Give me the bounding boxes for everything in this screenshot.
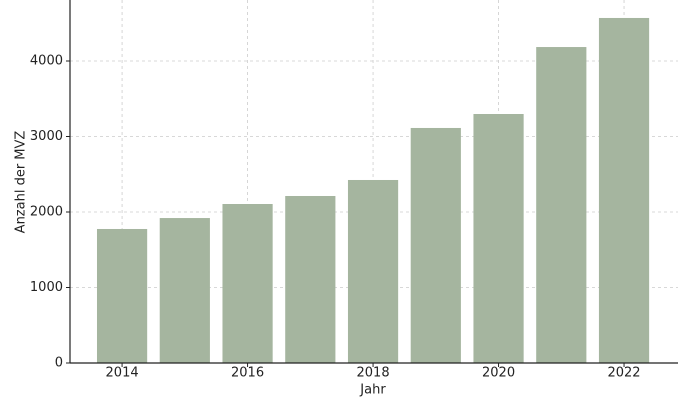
bar [159, 218, 210, 363]
bar [96, 228, 148, 363]
bar [285, 195, 336, 363]
y-tick-label: 0 [55, 356, 63, 371]
x-tick-label: 2020 [482, 366, 515, 381]
bar [598, 17, 650, 363]
bar [473, 114, 524, 363]
x-tick-label: 2018 [357, 366, 390, 381]
bar [222, 203, 273, 363]
x-tick-label: 2014 [106, 366, 139, 381]
y-tick-label: 3000 [30, 129, 63, 144]
y-tick-label: 4000 [30, 54, 63, 69]
bar [536, 47, 587, 363]
y-tick-label: 1000 [30, 280, 63, 295]
x-tick-label: 2016 [231, 366, 264, 381]
y-axis-label: Anzahl der MVZ [14, 131, 29, 234]
x-axis-label: Jahr [359, 383, 386, 398]
bar [347, 179, 399, 363]
x-tick-label: 2022 [607, 366, 640, 381]
bar [410, 127, 461, 363]
y-tick-label: 2000 [30, 205, 63, 220]
